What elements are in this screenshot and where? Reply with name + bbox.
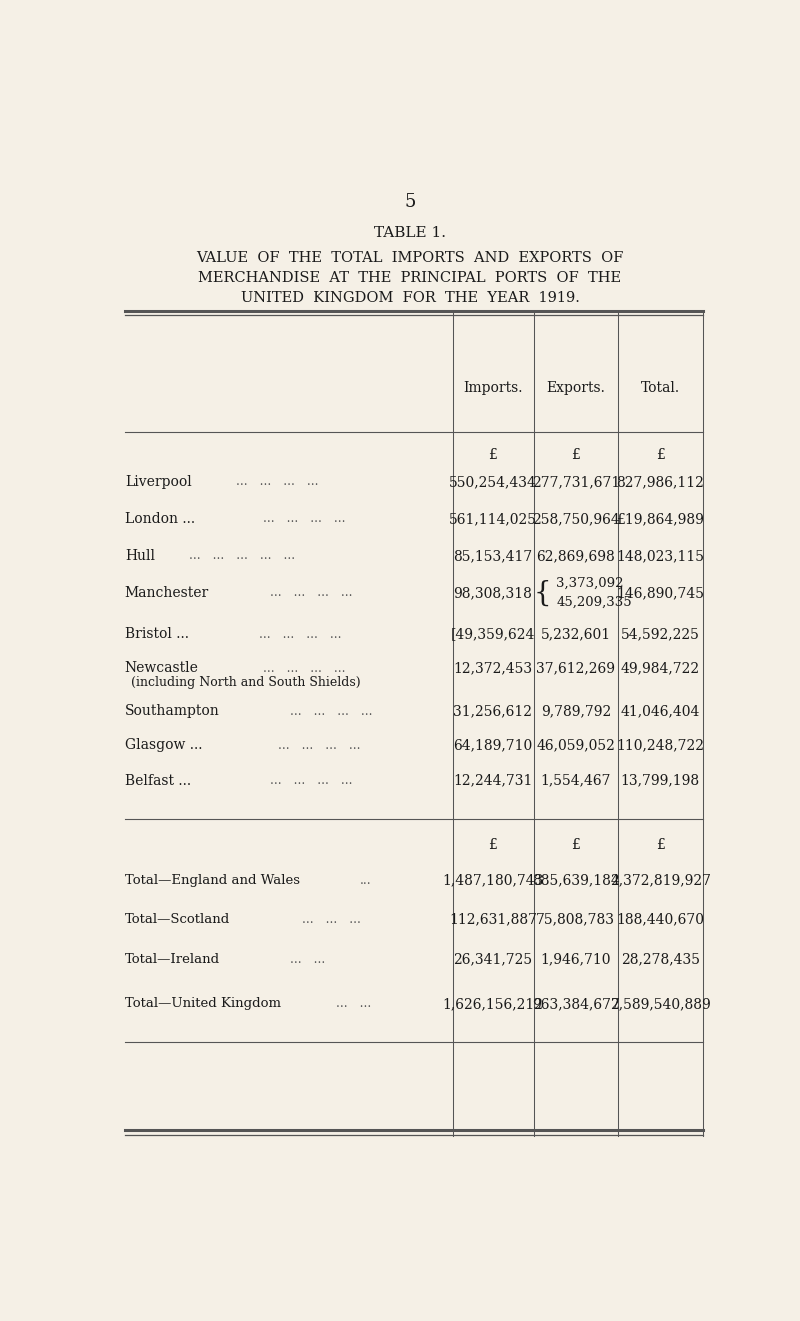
Text: Hull: Hull xyxy=(125,548,155,563)
Text: ...   ...: ... ... xyxy=(290,952,325,966)
Text: 277,731,671: 277,731,671 xyxy=(532,476,620,489)
Text: 45,209,335: 45,209,335 xyxy=(557,596,632,609)
Text: 98,308,318: 98,308,318 xyxy=(454,585,532,600)
Text: 9,789,792: 9,789,792 xyxy=(541,704,611,719)
Text: £19,864,989: £19,864,989 xyxy=(616,511,704,526)
Text: 110,248,722: 110,248,722 xyxy=(616,738,704,752)
Text: (including North and South Shields): (including North and South Shields) xyxy=(131,675,361,688)
Text: 3,373,092: 3,373,092 xyxy=(557,577,624,590)
Text: Exports.: Exports. xyxy=(546,380,606,395)
Text: ...   ...   ...   ...: ... ... ... ... xyxy=(259,627,342,641)
Text: 75,808,783: 75,808,783 xyxy=(536,913,615,926)
Text: ...   ...   ...   ...: ... ... ... ... xyxy=(290,705,372,717)
Text: 827,986,112: 827,986,112 xyxy=(616,476,704,489)
Text: London ...: London ... xyxy=(125,511,195,526)
Text: 1,487,180,743: 1,487,180,743 xyxy=(442,873,544,888)
Text: [49,359,624: [49,359,624 xyxy=(450,627,535,642)
Text: Bristol ...: Bristol ... xyxy=(125,627,189,642)
Text: Total—Ireland: Total—Ireland xyxy=(125,952,220,966)
Text: 885,639,184: 885,639,184 xyxy=(532,873,620,888)
Text: {: { xyxy=(534,580,551,606)
Text: 49,984,722: 49,984,722 xyxy=(621,662,700,675)
Text: 148,023,115: 148,023,115 xyxy=(616,548,704,563)
Text: MERCHANDISE  AT  THE  PRINCIPAL  PORTS  OF  THE: MERCHANDISE AT THE PRINCIPAL PORTS OF TH… xyxy=(198,271,622,285)
Text: ...   ...   ...   ...: ... ... ... ... xyxy=(262,513,346,526)
Text: ...   ...   ...   ...   ...: ... ... ... ... ... xyxy=(189,550,295,563)
Text: 12,244,731: 12,244,731 xyxy=(454,774,533,787)
Text: VALUE  OF  THE  TOTAL  IMPORTS  AND  EXPORTS  OF: VALUE OF THE TOTAL IMPORTS AND EXPORTS O… xyxy=(196,251,624,266)
Text: Southampton: Southampton xyxy=(125,704,219,719)
Text: 1,946,710: 1,946,710 xyxy=(541,952,611,967)
Text: ...   ...   ...   ...: ... ... ... ... xyxy=(270,774,353,787)
Text: Newcastle: Newcastle xyxy=(125,662,198,675)
Text: 31,256,612: 31,256,612 xyxy=(454,704,533,719)
Text: 561,114,025: 561,114,025 xyxy=(449,511,537,526)
Text: 13,799,198: 13,799,198 xyxy=(621,774,700,787)
Text: Manchester: Manchester xyxy=(125,585,209,600)
Text: ...   ...: ... ... xyxy=(336,997,372,1011)
Text: UNITED  KINGDOM  FOR  THE  YEAR  1919.: UNITED KINGDOM FOR THE YEAR 1919. xyxy=(241,291,579,305)
Text: Total—Scotland: Total—Scotland xyxy=(125,913,230,926)
Text: Liverpool: Liverpool xyxy=(125,476,191,489)
Text: 2,589,540,889: 2,589,540,889 xyxy=(610,997,710,1011)
Text: 2,372,819,927: 2,372,819,927 xyxy=(610,873,711,888)
Text: ...: ... xyxy=(360,875,371,888)
Text: 550,254,434: 550,254,434 xyxy=(449,476,537,489)
Text: TABLE 1.: TABLE 1. xyxy=(374,226,446,240)
Text: Total—England and Wales: Total—England and Wales xyxy=(125,875,300,888)
Text: Belfast ...: Belfast ... xyxy=(125,774,191,787)
Text: Total—United Kingdom: Total—United Kingdom xyxy=(125,997,281,1011)
Text: 64,189,710: 64,189,710 xyxy=(454,738,533,752)
Text: 54,592,225: 54,592,225 xyxy=(621,627,700,642)
Text: ...   ...   ...   ...: ... ... ... ... xyxy=(270,587,353,600)
Text: £: £ xyxy=(489,839,498,852)
Text: 5: 5 xyxy=(404,193,416,211)
Text: Imports.: Imports. xyxy=(463,380,522,395)
Text: 37,612,269: 37,612,269 xyxy=(536,662,615,675)
Text: £: £ xyxy=(489,448,498,462)
Text: Total.: Total. xyxy=(641,380,680,395)
Text: ...   ...   ...   ...: ... ... ... ... xyxy=(262,662,346,675)
Text: £: £ xyxy=(571,448,580,462)
Text: £: £ xyxy=(571,839,580,852)
Text: 26,341,725: 26,341,725 xyxy=(454,952,533,967)
Text: 112,631,887: 112,631,887 xyxy=(449,913,537,926)
Text: £: £ xyxy=(656,839,665,852)
Text: 963,384,677: 963,384,677 xyxy=(532,997,620,1011)
Text: 62,869,698: 62,869,698 xyxy=(537,548,615,563)
Text: ...   ...   ...   ...: ... ... ... ... xyxy=(236,476,318,489)
Text: 146,890,745: 146,890,745 xyxy=(616,585,704,600)
Text: 46,059,052: 46,059,052 xyxy=(537,738,615,752)
Text: 12,372,453: 12,372,453 xyxy=(454,662,533,675)
Text: Glasgow ...: Glasgow ... xyxy=(125,738,202,752)
Text: 41,046,404: 41,046,404 xyxy=(621,704,700,719)
Text: 1,626,156,212: 1,626,156,212 xyxy=(442,997,543,1011)
Text: 5,232,601: 5,232,601 xyxy=(541,627,611,642)
Text: 28,278,435: 28,278,435 xyxy=(621,952,700,967)
Text: 85,153,417: 85,153,417 xyxy=(454,548,533,563)
Text: ...   ...   ...   ...: ... ... ... ... xyxy=(278,738,361,752)
Text: 1,554,467: 1,554,467 xyxy=(541,774,611,787)
Text: 188,440,670: 188,440,670 xyxy=(616,913,704,926)
Text: £: £ xyxy=(656,448,665,462)
Text: 258,750,964: 258,750,964 xyxy=(532,511,620,526)
Text: ...   ...   ...: ... ... ... xyxy=(302,913,360,926)
